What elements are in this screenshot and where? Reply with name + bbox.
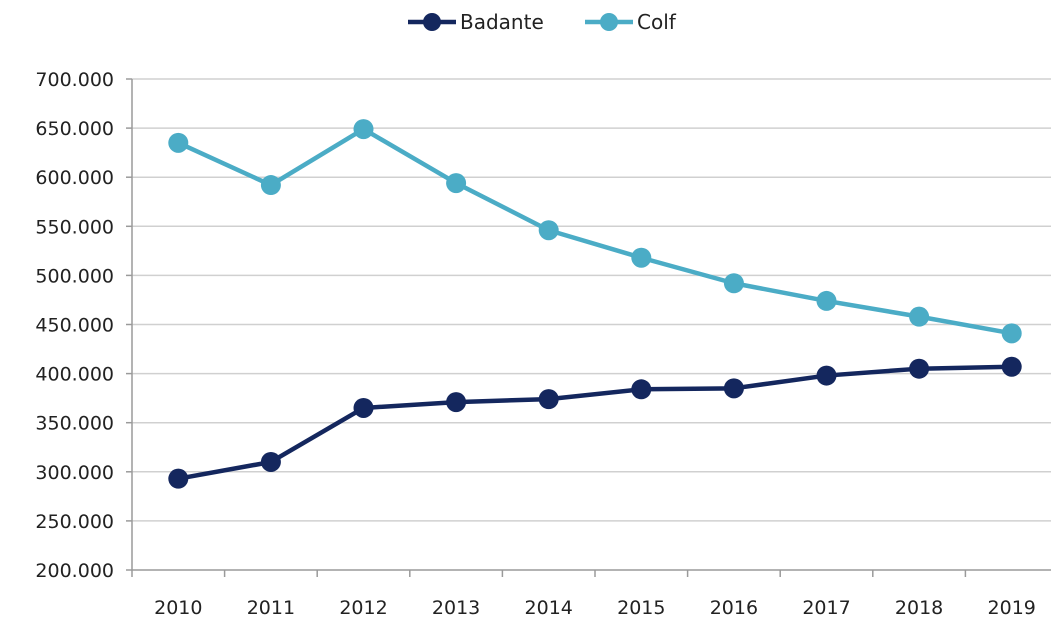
x-tick-label: 2011 (247, 597, 295, 619)
y-tick-label: 450.000 (35, 315, 114, 337)
colf-point (909, 306, 930, 327)
badante-point (816, 365, 837, 386)
x-tick-label: 2016 (710, 597, 758, 619)
legend-swatch-marker (600, 13, 618, 31)
y-tick-label: 600.000 (35, 167, 114, 189)
colf-point (168, 132, 189, 153)
colf-point (723, 273, 744, 294)
badante-point (168, 468, 189, 489)
badante-point (631, 379, 652, 400)
colf-point (1001, 323, 1022, 344)
x-axis-ticks: 2010 2011 2012 2013 2014 2015 2016 2017 2018 2019 (131, 570, 1036, 619)
badante-point (260, 451, 281, 472)
legend-label: Badante (460, 10, 544, 34)
y-tick-label: 700.000 (35, 69, 114, 91)
colf-point (631, 247, 652, 268)
legend-swatch-marker (423, 13, 441, 31)
badante-point (909, 358, 930, 379)
y-tick-label: 650.000 (35, 118, 114, 140)
colf-point (446, 173, 467, 194)
y-tick-label: 200.000 (35, 560, 114, 582)
x-tick-label: 2018 (895, 597, 943, 619)
badante-point (1001, 356, 1022, 377)
badante-point (446, 392, 467, 413)
x-tick-label: 2013 (432, 597, 480, 619)
badante-point (353, 397, 374, 418)
x-tick-label: 2014 (525, 597, 573, 619)
colf-point (260, 175, 281, 196)
colf-line (177, 126, 1013, 336)
y-tick-label: 400.000 (35, 364, 114, 386)
y-axis-ticks: 200.000 250.000 300.000 350.000 400.000 450.0… (35, 69, 132, 582)
legend-label: Colf (637, 10, 677, 34)
legend-item-colf: Colf (585, 10, 677, 34)
x-tick-label: 2017 (802, 597, 850, 619)
badante-point (723, 378, 744, 399)
y-tick-label: 250.000 (35, 511, 114, 533)
x-tick-label: 2012 (339, 597, 387, 619)
badante-point (538, 389, 559, 410)
legend-item-badante: Badante (408, 10, 544, 34)
x-tick-label: 2015 (617, 597, 665, 619)
series-group (168, 119, 1022, 489)
series-badante (168, 356, 1022, 489)
x-tick-label: 2019 (988, 597, 1036, 619)
colf-point (816, 290, 837, 311)
x-tick-label: 2010 (154, 597, 202, 619)
gridlines (132, 78, 1051, 522)
legend: Badante Colf (408, 10, 677, 34)
y-tick-label: 500.000 (35, 265, 114, 287)
colf-point (538, 220, 559, 241)
y-tick-label: 350.000 (35, 413, 114, 435)
y-tick-label: 300.000 (35, 462, 114, 484)
y-tick-label: 550.000 (35, 216, 114, 238)
colf-point (353, 119, 374, 140)
badante-line (177, 364, 1012, 481)
series-colf (168, 119, 1022, 344)
